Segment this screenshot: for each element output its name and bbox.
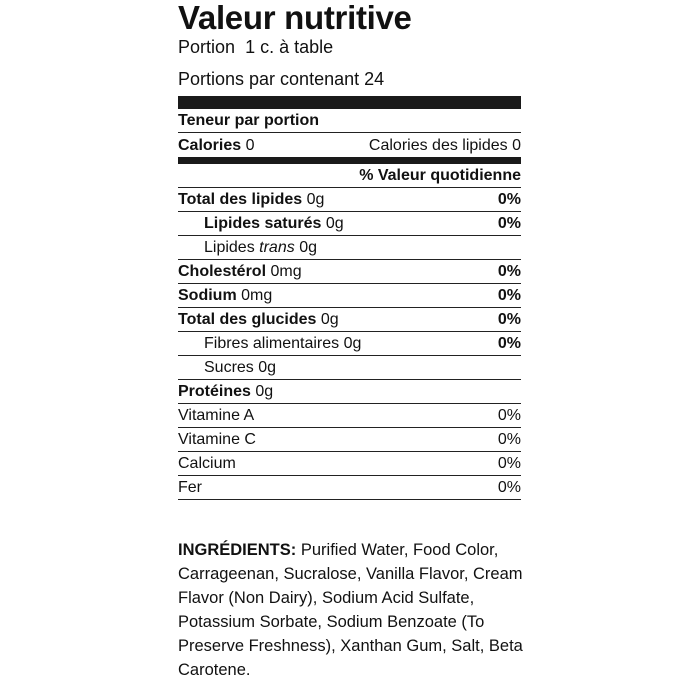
nutrient-row-total-carbs: Total des glucides 0g 0% xyxy=(178,308,521,332)
serving-size: Portion 1 c. à table xyxy=(178,36,521,62)
vitamin-dv: 0% xyxy=(497,407,521,424)
vitamin-row-c: Vitamine C 0% xyxy=(178,428,521,452)
amount-per-serving: Teneur par portion xyxy=(178,112,320,129)
nutrition-facts-label: Valeur nutritive Portion 1 c. à table Po… xyxy=(178,0,521,500)
calories-row: Calories 0 Calories des lipides 0 xyxy=(178,133,521,157)
vitamin-row-iron: Fer 0% xyxy=(178,476,521,500)
ingredients-section: INGRÉDIENTS: Purified Water, Food Color,… xyxy=(178,538,523,682)
nutrient-dv: 0% xyxy=(497,215,521,232)
servings-per-container: Portions par contenant 24 xyxy=(178,69,385,89)
vitamin-label: Vitamine C xyxy=(178,431,256,448)
vitamin-label: Fer xyxy=(178,479,202,496)
nutrient-label: Fibres alimentaires xyxy=(204,335,340,352)
nutrient-label-italic: trans xyxy=(259,239,295,256)
nutrient-dv: 0% xyxy=(497,335,521,352)
calories-label: Calories xyxy=(178,137,242,154)
nutrient-row-trans-fat: Lipides trans 0g xyxy=(178,236,521,260)
vitamin-row-calcium: Calcium 0% xyxy=(178,452,521,476)
calories-from-fat: Calories des lipides 0 xyxy=(368,137,521,154)
nutrient-amount: 0g xyxy=(299,239,317,256)
ingredients-text: Purified Water, Food Color, Carrageenan,… xyxy=(178,541,523,679)
nutrient-label: Total des glucides xyxy=(178,311,317,328)
vitamin-label: Calcium xyxy=(178,455,236,472)
nutrient-amount: 0mg xyxy=(241,287,273,304)
amount-per-serving-row: Teneur par portion xyxy=(178,109,521,133)
nutrient-row-protein: Protéines 0g xyxy=(178,380,521,404)
nutrient-label: Cholestérol xyxy=(178,263,267,280)
nutrient-row-saturated-fat: Lipides saturés 0g 0% xyxy=(178,212,521,236)
vitamin-row-a: Vitamine A 0% xyxy=(178,404,521,428)
nutrient-amount: 0g xyxy=(258,359,277,376)
serving-size-label: Portion xyxy=(178,37,236,57)
daily-value-header: % Valeur quotidienne xyxy=(178,164,521,188)
nutrient-row-cholesterol: Cholestérol 0mg 0% xyxy=(178,260,521,284)
vitamin-label: Vitamine A xyxy=(178,407,255,424)
nutrient-amount: 0g xyxy=(255,383,274,400)
serving-size-value: 1 c. à table xyxy=(245,37,334,57)
vitamin-dv: 0% xyxy=(497,431,521,448)
nutrient-label: Protéines xyxy=(178,383,251,400)
thick-divider xyxy=(178,96,521,109)
calories-value: 0 xyxy=(245,137,255,154)
ingredients-title: INGRÉDIENTS: xyxy=(178,541,297,559)
nutrient-dv: 0% xyxy=(497,287,521,304)
nutrient-label: Sodium xyxy=(178,287,237,304)
nutrient-amount: 0mg xyxy=(270,263,302,280)
medium-divider xyxy=(178,157,521,164)
nutrient-label: Lipides xyxy=(204,239,255,256)
nutrient-row-total-fat: Total des lipides 0g 0% xyxy=(178,188,521,212)
nutrient-row-fiber: Fibres alimentaires 0g 0% xyxy=(178,332,521,356)
nutrient-amount: 0g xyxy=(343,335,362,352)
nutrient-row-sodium: Sodium 0mg 0% xyxy=(178,284,521,308)
nutrient-label: Sucres xyxy=(204,359,254,376)
vitamin-dv: 0% xyxy=(497,455,521,472)
nutrient-row-sugars: Sucres 0g xyxy=(178,356,521,380)
nutrient-dv: 0% xyxy=(497,263,521,280)
nutrient-amount: 0g xyxy=(325,215,344,232)
nutrient-amount: 0g xyxy=(320,311,339,328)
nutrient-dv: 0% xyxy=(497,191,521,208)
nutrient-label: Total des lipides xyxy=(178,191,303,208)
label-title: Valeur nutritive xyxy=(178,0,412,36)
nutrient-label: Lipides saturés xyxy=(204,215,322,232)
nutrient-amount: 0g xyxy=(306,191,325,208)
vitamin-dv: 0% xyxy=(497,479,521,496)
nutrient-dv: 0% xyxy=(497,311,521,328)
